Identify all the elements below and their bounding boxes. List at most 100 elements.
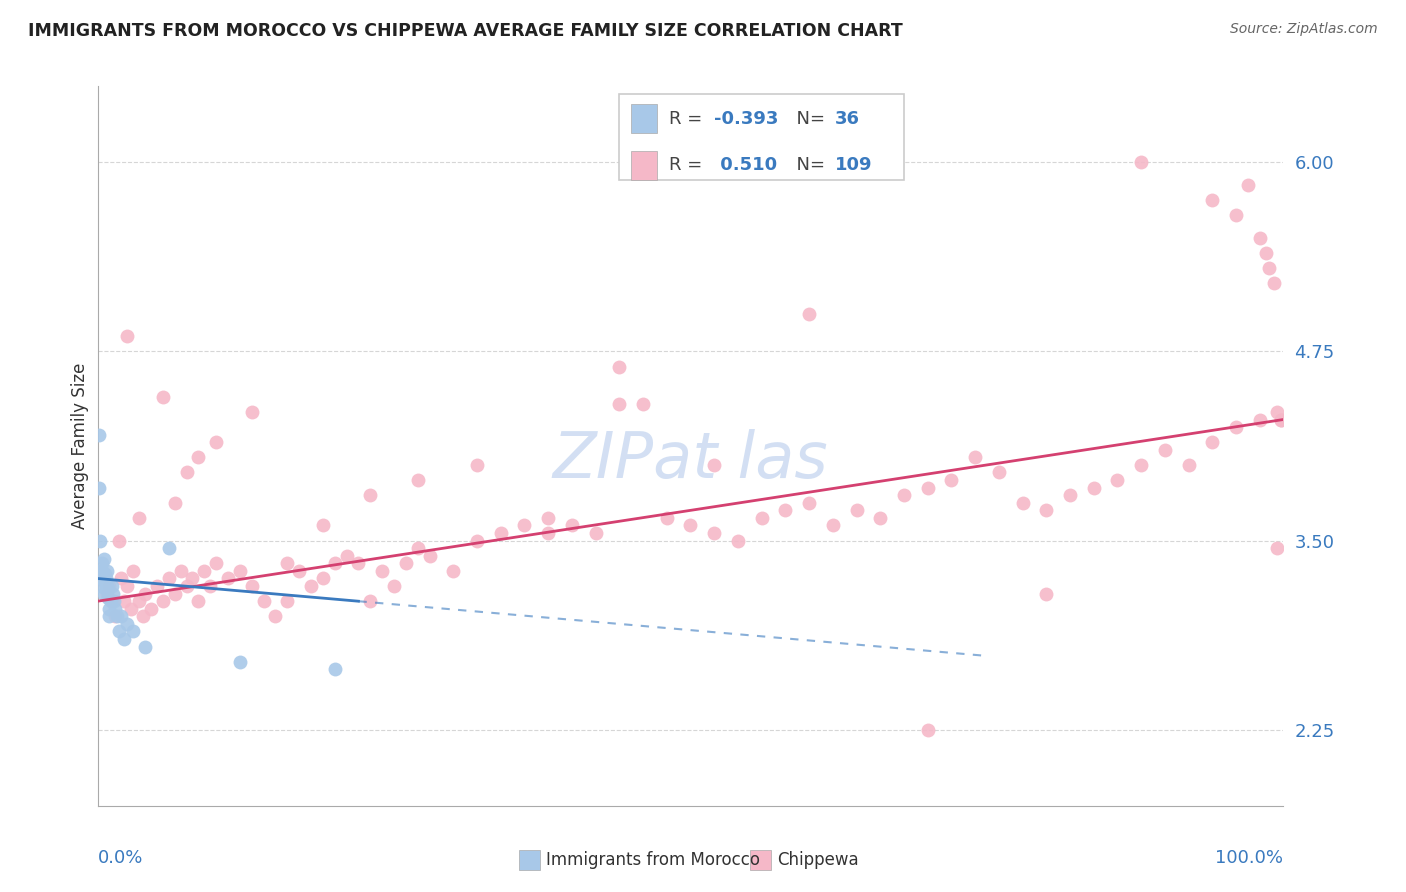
Point (163, 587, 186, 601)
Point (751, 511, 773, 525)
Point (359, 594, 381, 608)
Point (395, 557, 418, 571)
Point (205, 435, 228, 450)
Point (94, 572, 117, 586)
Point (406, 541, 429, 556)
Text: 100.0%: 100.0% (1215, 849, 1284, 867)
Point (845, 503, 868, 517)
Point (312, 572, 335, 586)
Point (965, 450, 987, 465)
Bar (619, 94, 904, 180)
Point (93, 566, 115, 581)
Point (441, 564, 464, 578)
Point (112, 632, 135, 646)
Bar (631, 151, 657, 180)
Point (134, 640, 156, 654)
Point (122, 564, 145, 578)
Point (382, 579, 405, 593)
Point (323, 557, 346, 571)
Point (917, 723, 939, 737)
Point (893, 488, 915, 502)
Text: Immigrants from Morocco: Immigrants from Morocco (546, 851, 759, 869)
Point (537, 511, 560, 525)
Point (128, 594, 150, 608)
Point (703, 458, 725, 472)
Point (122, 624, 145, 639)
Point (1011, 496, 1033, 510)
Point (1270, 412, 1292, 426)
Point (169, 564, 191, 578)
Point (115, 329, 138, 343)
Point (157, 541, 180, 556)
Point (299, 579, 322, 593)
Point (101, 579, 124, 593)
Point (941, 473, 963, 487)
Point (157, 572, 180, 586)
Point (112, 594, 135, 608)
Point (120, 601, 142, 615)
Text: N=: N= (786, 156, 831, 175)
Bar (749, 849, 770, 870)
Text: N=: N= (786, 110, 831, 128)
Point (513, 518, 536, 533)
Point (139, 601, 162, 615)
Point (1249, 412, 1271, 426)
Point (359, 488, 381, 502)
Point (264, 609, 287, 624)
Point (97, 591, 120, 606)
Point (1130, 458, 1153, 472)
Point (1225, 208, 1247, 222)
Point (252, 594, 274, 608)
Text: Source: ZipAtlas.com: Source: ZipAtlas.com (1230, 22, 1378, 37)
Point (1201, 193, 1223, 207)
Point (655, 511, 678, 525)
Point (607, 359, 630, 374)
Point (105, 609, 128, 624)
Point (128, 511, 150, 525)
Point (703, 526, 725, 541)
Point (176, 579, 198, 593)
Point (419, 549, 441, 563)
Text: 0.510: 0.510 (714, 156, 778, 175)
Point (987, 466, 1010, 480)
Point (152, 390, 174, 404)
Point (1267, 541, 1289, 556)
Point (1035, 503, 1057, 517)
Point (1225, 420, 1247, 434)
Point (323, 662, 346, 676)
Point (727, 533, 749, 548)
Point (93, 566, 115, 581)
Point (146, 579, 169, 593)
Point (181, 572, 204, 586)
Point (561, 518, 583, 533)
Point (108, 624, 131, 639)
Point (607, 397, 630, 411)
Point (93, 576, 115, 591)
Point (115, 579, 138, 593)
Point (1254, 246, 1277, 260)
Point (103, 594, 125, 608)
Point (276, 557, 298, 571)
Point (100, 594, 122, 608)
Point (1107, 473, 1129, 487)
Point (131, 609, 153, 624)
Point (98, 601, 121, 615)
Point (1201, 435, 1223, 450)
Point (152, 594, 174, 608)
Point (96, 587, 118, 601)
Text: -0.393: -0.393 (714, 110, 779, 128)
Point (101, 587, 124, 601)
Point (90, 572, 112, 586)
Point (288, 564, 311, 578)
Text: R =: R = (669, 156, 709, 175)
Point (97, 582, 120, 596)
Point (163, 496, 186, 510)
Point (917, 481, 939, 495)
Point (240, 579, 263, 593)
Point (585, 526, 607, 541)
Text: 36: 36 (835, 110, 860, 128)
Point (98, 579, 121, 593)
Point (229, 564, 252, 578)
Point (797, 496, 820, 510)
Point (371, 564, 394, 578)
